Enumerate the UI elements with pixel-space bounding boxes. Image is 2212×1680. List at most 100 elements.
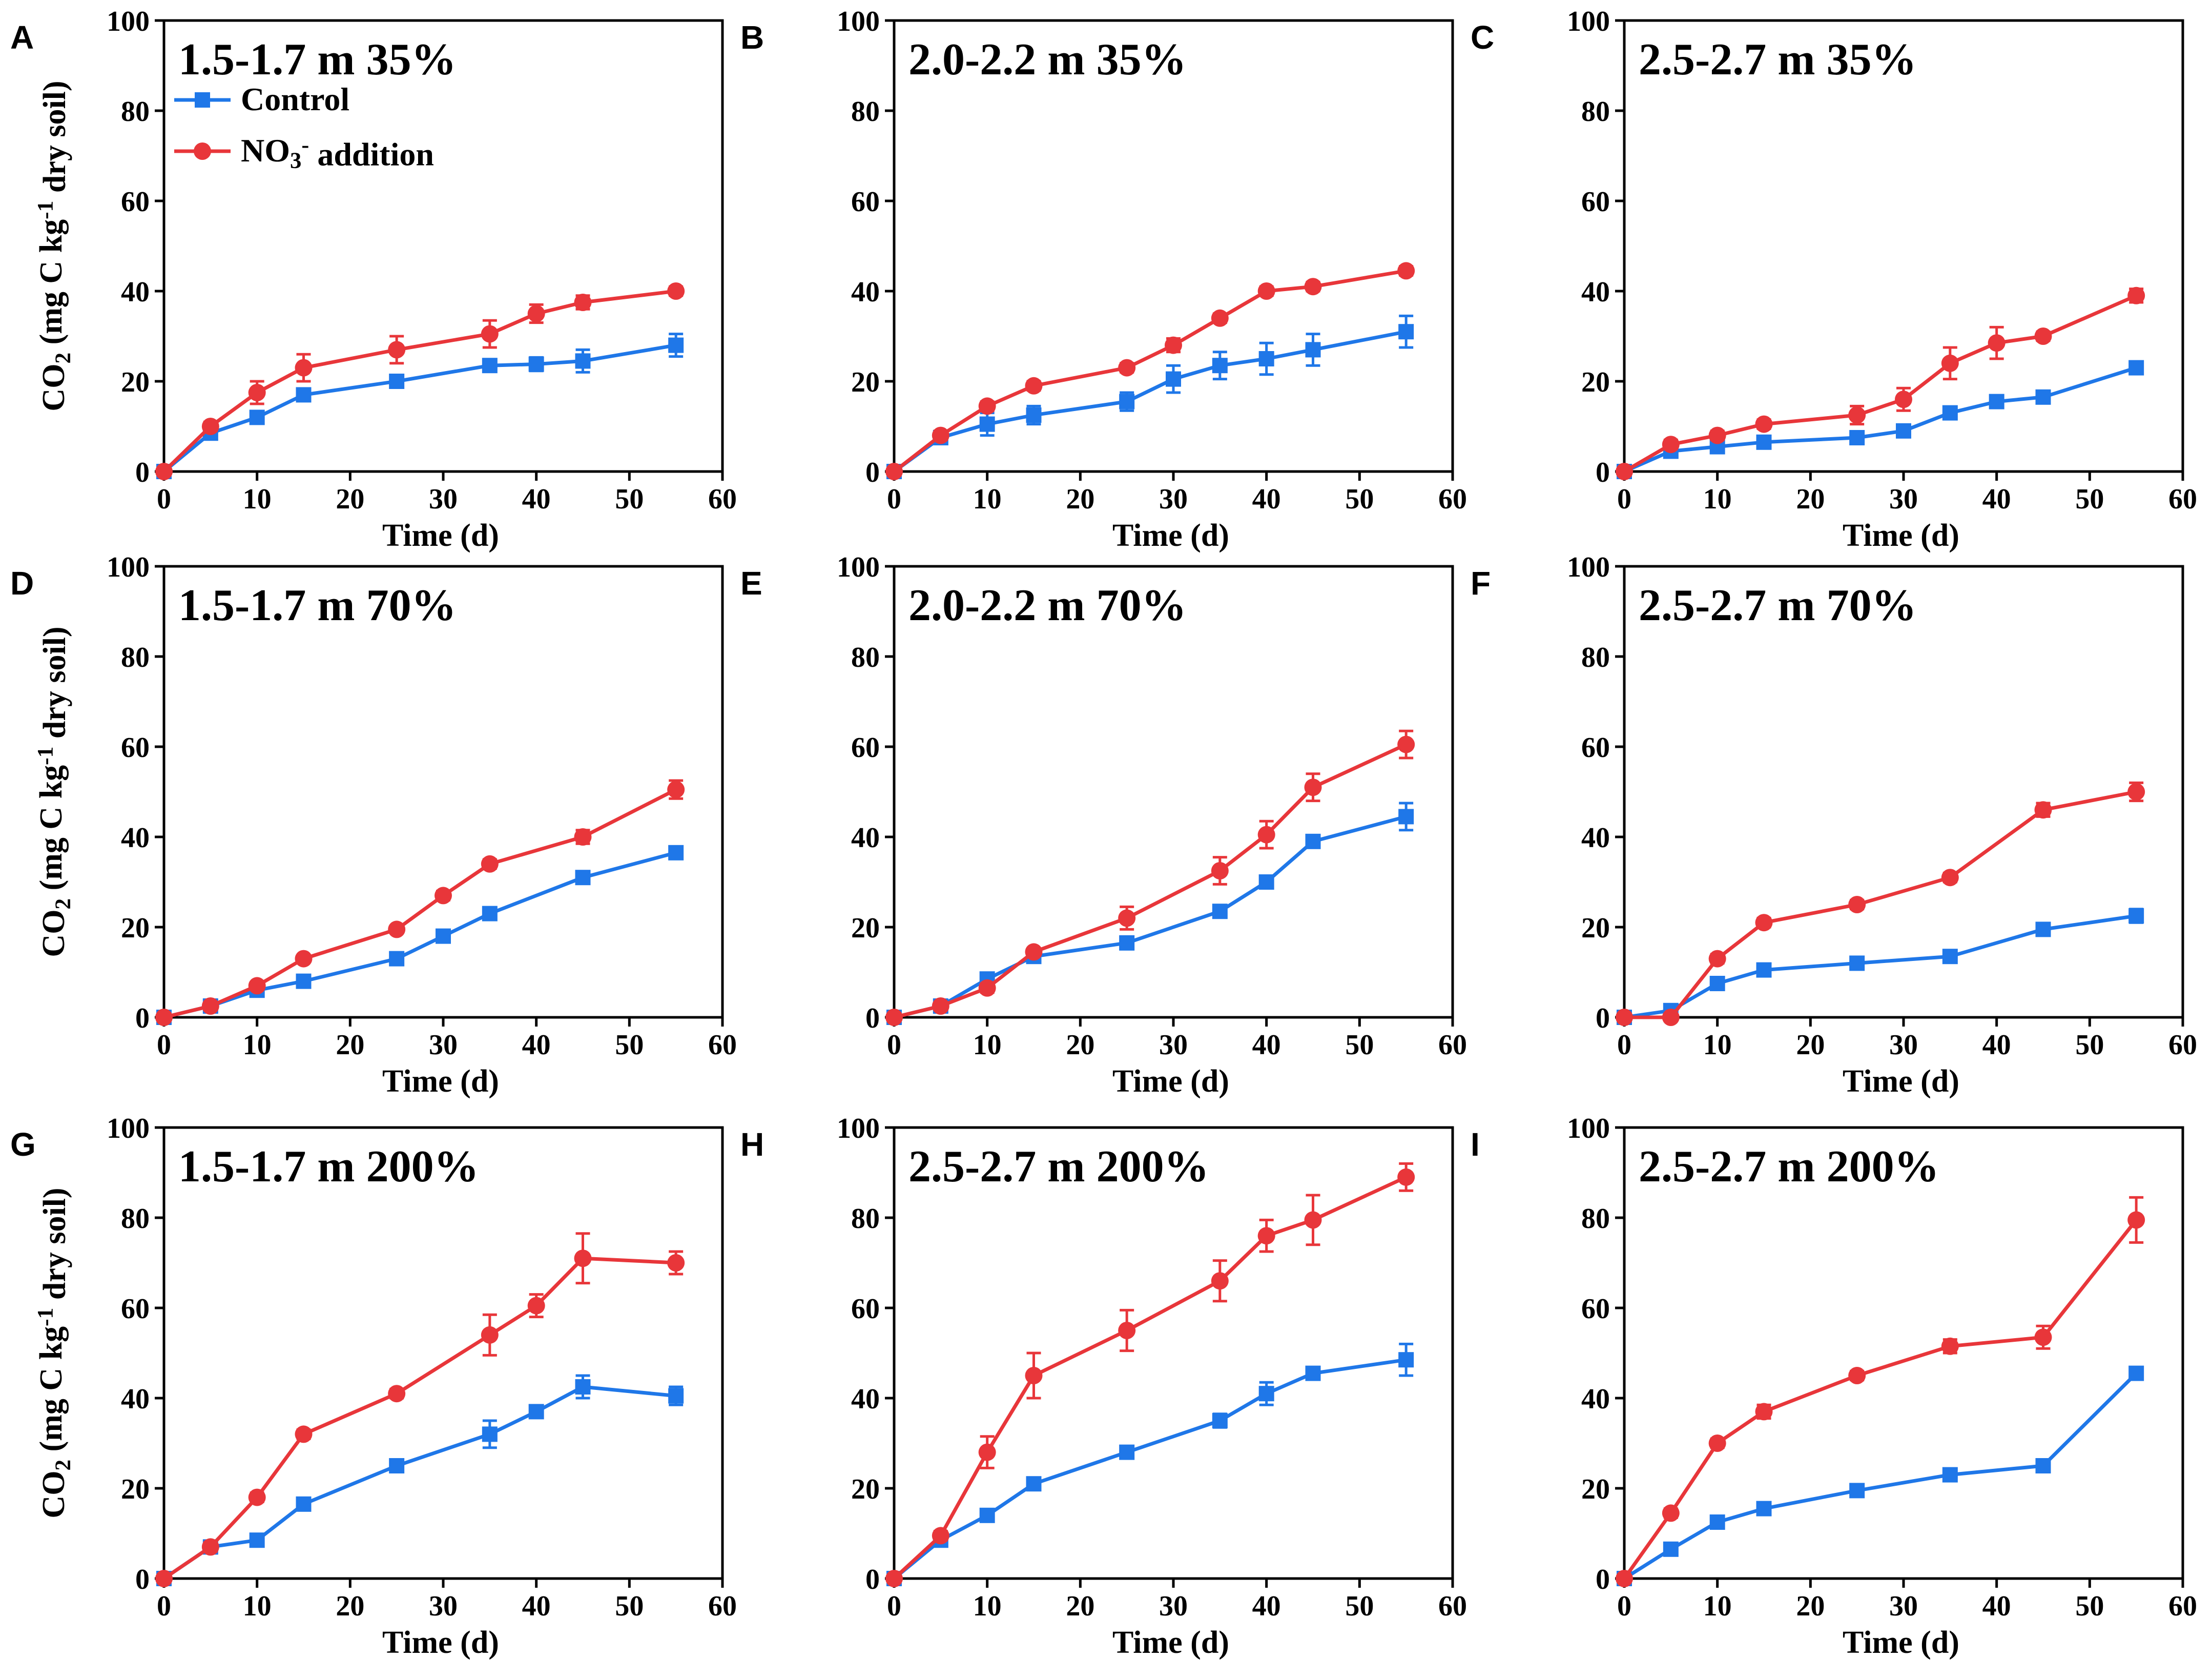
- data-point: [1848, 896, 1866, 913]
- panel-letter: F: [1471, 565, 1491, 602]
- data-point: [1755, 914, 1773, 932]
- y-tick-label: 0: [865, 1002, 880, 1034]
- data-point: [885, 463, 903, 480]
- data-point: [1755, 415, 1773, 433]
- panel-i: I 0 20 40 60 80 100 0 10 20 30 40 50 60 Time (d) 2.5-2.…: [1471, 1113, 2197, 1660]
- data-point: [296, 1496, 312, 1512]
- data-point: [1304, 778, 1322, 796]
- data-point: [248, 977, 266, 995]
- data-point: [667, 1254, 685, 1272]
- data-point: [481, 1326, 499, 1344]
- x-tick-label: 10: [243, 1029, 272, 1061]
- data-point: [388, 341, 406, 359]
- x-tick-label: 50: [615, 1029, 644, 1061]
- data-point: [932, 1527, 949, 1545]
- panel-h: H 0 20 40 60 80 100 0 10 20 30 40 50 60 Time (d) 2.5-2.…: [740, 1113, 1467, 1660]
- panel-d: D 0 20 40 60 80 100 0 10 20 30 40 50 60 Time (d) CO2 (m…: [10, 551, 737, 1099]
- series-line: [162, 343, 676, 473]
- data-point: [1304, 278, 1322, 296]
- x-tick-label: 10: [243, 1590, 272, 1622]
- y-tick-label: 0: [135, 457, 150, 488]
- data-point: [1756, 962, 1772, 978]
- y-tick-label: 80: [121, 642, 150, 673]
- data-point: [1397, 262, 1415, 280]
- y-axis-label: CO2 (mg C kg-1 dry soil): [33, 1187, 75, 1518]
- panel-letter: C: [1471, 19, 1494, 56]
- x-tick-label: 20: [1066, 1029, 1094, 1061]
- x-tick-label: 20: [1066, 1590, 1094, 1622]
- x-tick-label: 60: [708, 1029, 737, 1061]
- data-point: [1989, 394, 2004, 409]
- data-point: [1212, 1413, 1228, 1428]
- series-nitrate: [885, 729, 1415, 1026]
- x-tick-label: 0: [157, 483, 171, 515]
- x-axis-label: Time (d): [1112, 1064, 1229, 1099]
- x-tick-label: 40: [522, 1029, 551, 1061]
- y-tick-label: 40: [121, 822, 150, 854]
- data-point: [1848, 406, 1866, 424]
- data-point: [1755, 1403, 1773, 1421]
- x-tick-label: 50: [1345, 1029, 1374, 1061]
- data-point: [1709, 976, 1725, 991]
- x-tick-label: 30: [429, 1590, 458, 1622]
- data-point: [1305, 1365, 1321, 1381]
- data-point: [885, 1570, 903, 1587]
- plot-frame: [1623, 565, 2184, 1019]
- data-point: [1258, 874, 1274, 890]
- data-point: [1709, 1514, 1725, 1530]
- x-tick-label: 40: [1252, 483, 1281, 515]
- data-point: [978, 979, 996, 997]
- x-axis-label: Time (d): [1843, 1625, 1959, 1660]
- y-tick-label: 80: [121, 96, 150, 128]
- data-point: [249, 1532, 265, 1548]
- y-tick-label: 60: [851, 732, 880, 764]
- x-tick-label: 30: [1159, 1590, 1188, 1622]
- data-point: [1212, 904, 1228, 919]
- y-tick-label: 40: [1581, 1383, 1610, 1415]
- x-tick-label: 30: [429, 1029, 458, 1061]
- data-point: [574, 1249, 592, 1267]
- y-tick-label: 80: [851, 642, 880, 673]
- data-point: [1616, 1570, 1633, 1587]
- y-tick-label: 60: [121, 186, 150, 218]
- series-control: [156, 845, 684, 1025]
- data-point: [1119, 394, 1135, 409]
- x-tick-label: 20: [336, 1590, 364, 1622]
- y-tick-label: 0: [865, 1564, 880, 1595]
- panel-letter: D: [10, 565, 34, 602]
- data-point: [575, 353, 591, 369]
- legend-marker: [195, 92, 210, 108]
- data-point: [885, 1009, 903, 1026]
- panel-letter: G: [10, 1126, 36, 1163]
- series-line: [894, 743, 1407, 1019]
- data-point: [1257, 1227, 1275, 1245]
- data-point: [1895, 391, 1912, 408]
- data-point: [574, 294, 592, 311]
- data-point: [2035, 1458, 2051, 1473]
- data-point: [481, 325, 499, 343]
- y-tick-label: 20: [1581, 1473, 1610, 1505]
- series-line: [893, 269, 1407, 473]
- series-nitrate: [1616, 1196, 2145, 1587]
- data-point: [2127, 286, 2145, 304]
- y-tick-label: 100: [107, 6, 150, 37]
- x-axis-label: Time (d): [1112, 1625, 1229, 1660]
- data-point: [575, 870, 591, 886]
- y-tick-label: 100: [107, 551, 150, 583]
- series-control: [886, 1342, 1414, 1586]
- data-point: [668, 845, 684, 861]
- x-tick-label: 10: [973, 1590, 1002, 1622]
- data-point: [1616, 463, 1633, 480]
- x-tick-label: 60: [2168, 1590, 2197, 1622]
- data-point: [1026, 1476, 1042, 1492]
- panel-letter: E: [740, 565, 762, 602]
- y-tick-label: 0: [865, 457, 880, 488]
- data-point: [1708, 1435, 1726, 1452]
- data-point: [1119, 935, 1135, 951]
- series-line: [1623, 1219, 2138, 1580]
- series-nitrate: [885, 1162, 1415, 1587]
- series-nitrate: [885, 262, 1415, 480]
- y-tick-label: 40: [851, 1383, 880, 1415]
- panel-title: 2.5-2.7 m 200%: [1639, 1142, 1939, 1192]
- x-tick-label: 20: [336, 1029, 364, 1061]
